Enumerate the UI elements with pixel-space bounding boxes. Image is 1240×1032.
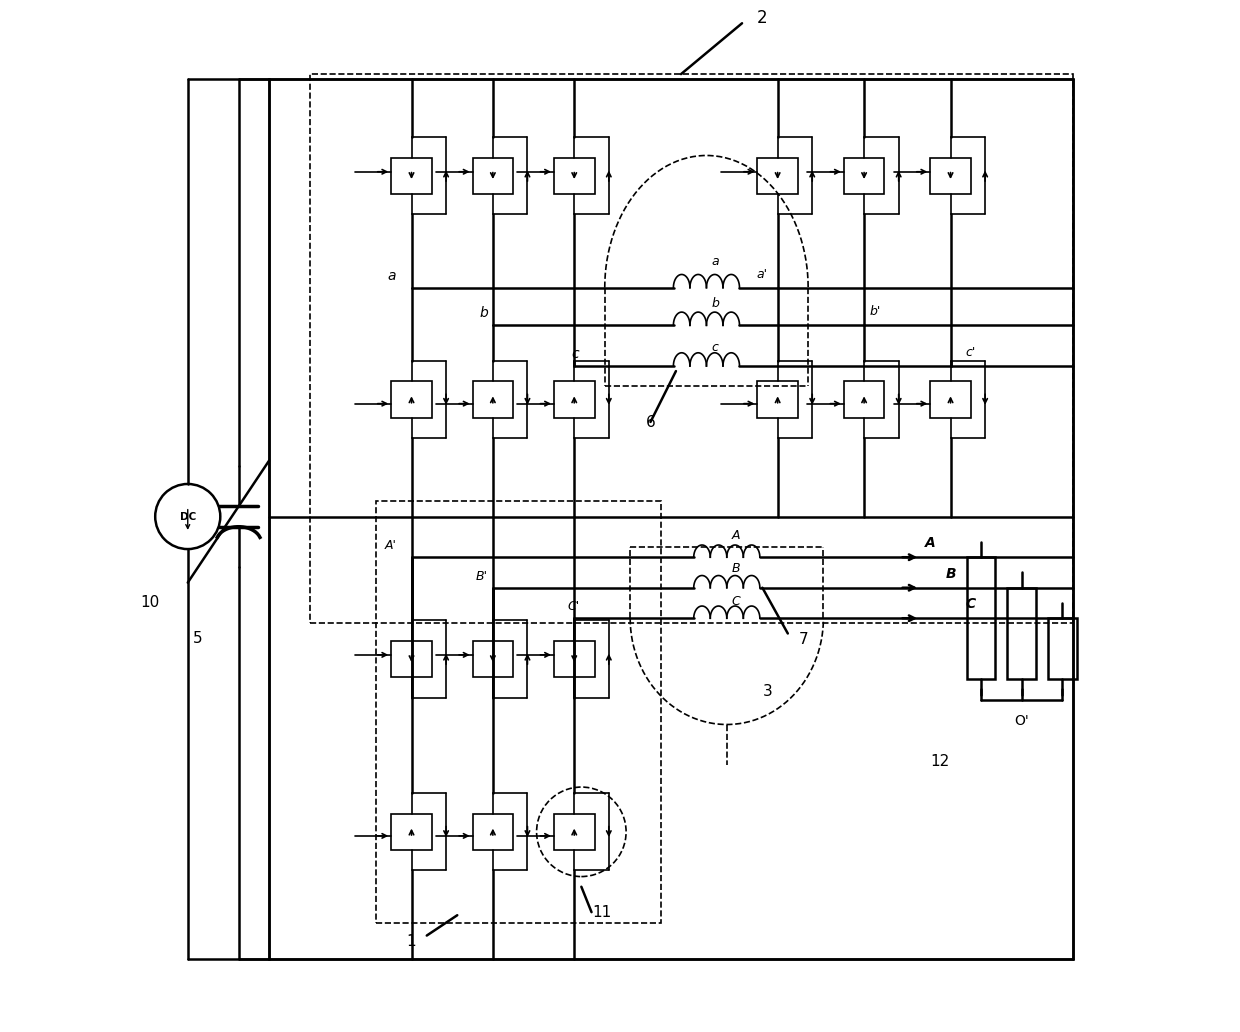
Bar (930, 158, 971, 194)
Bar (391, 813, 432, 850)
Bar (376, 502, 661, 924)
Bar (930, 381, 971, 418)
Text: A: A (732, 529, 740, 542)
Bar (472, 381, 513, 418)
Text: B': B' (476, 570, 487, 583)
Text: 10: 10 (140, 595, 160, 611)
Bar (1007, 587, 1035, 679)
Bar (472, 641, 513, 677)
Bar (554, 641, 594, 677)
Text: a': a' (756, 267, 768, 281)
Bar (391, 641, 432, 677)
Text: a: a (712, 255, 719, 268)
Text: b': b' (869, 305, 880, 318)
Text: B: B (732, 562, 740, 576)
Text: 2: 2 (758, 9, 768, 27)
Bar (554, 158, 594, 194)
Bar (554, 381, 594, 418)
Text: 6: 6 (646, 415, 656, 430)
Bar (554, 813, 594, 850)
Text: 5: 5 (193, 632, 202, 646)
Text: O': O' (1014, 714, 1029, 728)
Text: C: C (966, 598, 976, 611)
Bar (967, 557, 996, 679)
Text: B: B (945, 567, 956, 581)
Text: b: b (479, 307, 487, 320)
Bar (391, 158, 432, 194)
Text: 7: 7 (799, 632, 808, 647)
Bar (843, 158, 884, 194)
Text: A': A' (384, 539, 397, 552)
Text: DC: DC (180, 512, 196, 521)
Text: A: A (925, 536, 936, 550)
Bar (472, 813, 513, 850)
Text: b: b (712, 297, 719, 310)
Bar (269, 79, 1073, 959)
Text: 3: 3 (763, 683, 773, 699)
Text: c: c (572, 347, 579, 361)
Bar (391, 381, 432, 418)
Bar (758, 158, 799, 194)
Text: 1: 1 (407, 934, 417, 948)
Bar (472, 158, 513, 194)
Bar (758, 381, 799, 418)
Text: c: c (712, 341, 718, 354)
Bar (1048, 618, 1076, 679)
Text: 12: 12 (931, 753, 950, 769)
Text: a: a (388, 268, 397, 283)
Text: C': C' (567, 600, 579, 613)
Bar (310, 74, 1073, 623)
Bar (843, 381, 884, 418)
Text: c': c' (966, 346, 976, 359)
Text: C: C (732, 595, 740, 608)
Text: 11: 11 (591, 905, 611, 921)
